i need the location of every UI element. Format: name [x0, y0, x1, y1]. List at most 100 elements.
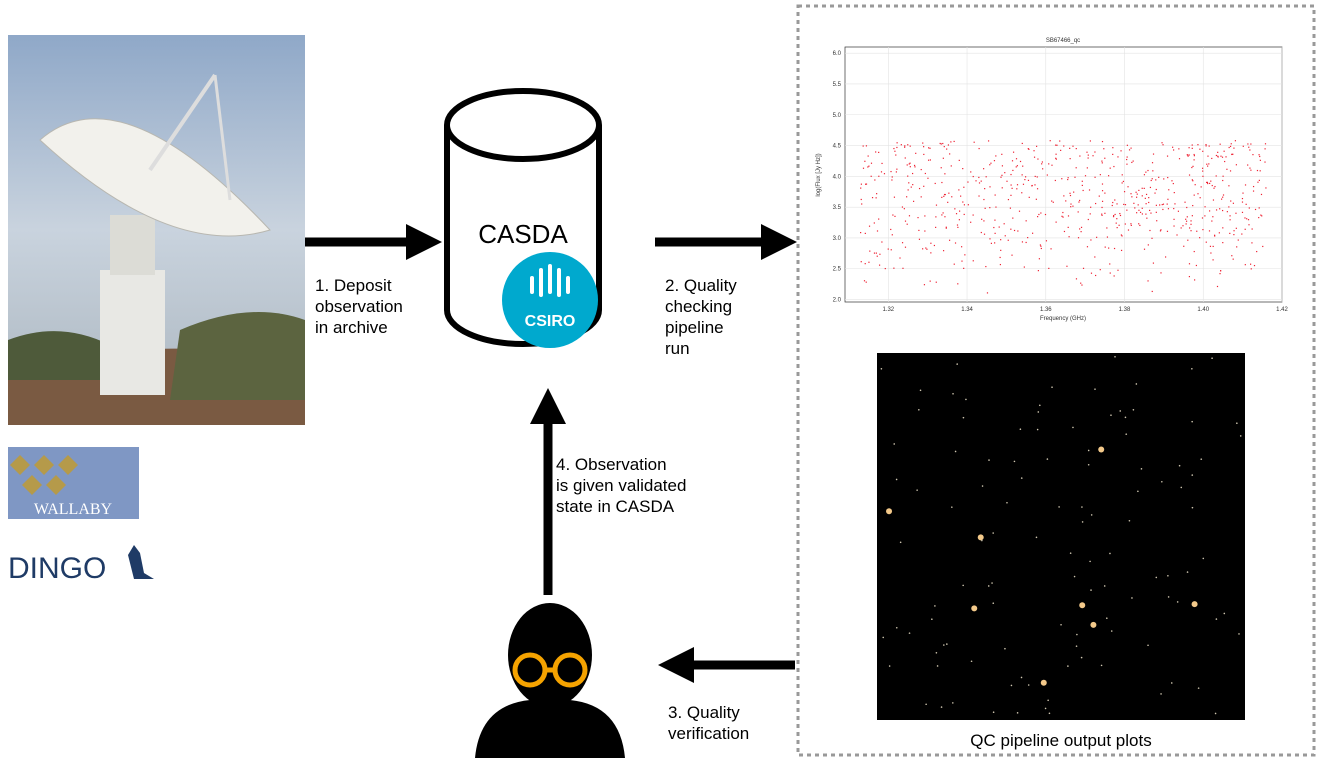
scatter-dot: [986, 176, 987, 177]
scatter-dot: [909, 215, 910, 216]
scatter-dot: [954, 208, 955, 209]
scatter-dot: [1173, 225, 1174, 226]
diagram: WALLABY DINGO CASDA CSIRO 1. Depositobse…: [0, 0, 1317, 758]
source: [1191, 368, 1193, 370]
scatter-dot: [1078, 211, 1079, 212]
scatter-dot: [1222, 176, 1223, 177]
scatter-dot: [1102, 141, 1103, 142]
scatter-dot: [868, 262, 869, 263]
scatter-dot: [1168, 208, 1169, 209]
scatter-dot: [945, 194, 946, 195]
source: [1200, 458, 1202, 460]
scatter-dot: [908, 189, 909, 190]
source: [1125, 433, 1127, 435]
scatter-dot: [1074, 177, 1075, 178]
scatter-dot: [1242, 193, 1243, 194]
source: [1224, 613, 1226, 615]
scatter-dot: [946, 228, 947, 229]
source: [1215, 713, 1217, 715]
x-tick-label: 1.34: [961, 307, 973, 313]
scatter-dot: [949, 153, 950, 154]
scatter-dot: [876, 193, 877, 194]
scatter-dot: [1233, 148, 1234, 149]
source: [955, 451, 957, 453]
scatter-dot: [1112, 205, 1113, 206]
source: [1198, 687, 1200, 689]
source: [931, 618, 933, 620]
scatter-dot: [1152, 178, 1153, 179]
scatter-dot: [1256, 251, 1257, 252]
scatter-dot: [1113, 166, 1114, 167]
scatter-dot: [1024, 179, 1025, 180]
source: [1137, 490, 1139, 492]
scatter-dot: [1167, 204, 1168, 205]
scatter-dot: [1222, 180, 1223, 181]
scatter-dot: [1000, 257, 1001, 258]
scatter-dot: [892, 176, 893, 177]
scatter-dot: [959, 160, 960, 161]
source: [1192, 601, 1198, 607]
scatter-dot: [1201, 186, 1202, 187]
scatter-dot: [1131, 162, 1132, 163]
scatter-dot: [1219, 273, 1220, 274]
scatter-dot: [1055, 154, 1056, 155]
scatter-dot: [1079, 155, 1080, 156]
scatter-dot: [987, 292, 988, 293]
scatter-dot: [1176, 234, 1177, 235]
scatter-dot: [1104, 193, 1105, 194]
dingo-text: DINGO: [8, 552, 106, 585]
scatter-dot: [1167, 199, 1168, 200]
scatter-dot: [907, 144, 908, 145]
scatter-dot: [1061, 178, 1062, 179]
scatter-dot: [1038, 270, 1039, 271]
scatter-dot: [919, 188, 920, 189]
scatter-dot: [1114, 199, 1115, 200]
scatter-dot: [1250, 170, 1251, 171]
scatter-dot: [1055, 180, 1056, 181]
scatter-dot: [1219, 232, 1220, 233]
scatter-dot: [1079, 228, 1080, 229]
scatter-dot: [1173, 149, 1174, 150]
scatter-dot: [861, 261, 862, 262]
scatter-dot: [1010, 229, 1011, 230]
scatter-dot: [1082, 181, 1083, 182]
scatter-dot: [941, 214, 942, 215]
scatter-dot: [1017, 184, 1018, 185]
scatter-dot: [922, 248, 923, 249]
source: [951, 506, 953, 508]
scatter-dot: [861, 184, 862, 185]
scatter-dot: [954, 264, 955, 265]
scatter-dot: [999, 226, 1000, 227]
scatter-dot: [1056, 145, 1057, 146]
scatter-dot: [1036, 146, 1037, 147]
scatter-dot: [946, 148, 947, 149]
scatter-dot: [1016, 158, 1017, 159]
source: [925, 703, 927, 705]
scatter-dot: [1148, 202, 1149, 203]
scatter-dot: [1206, 182, 1207, 183]
scatter-dot: [907, 224, 908, 225]
source: [1041, 680, 1047, 686]
scatter-dot: [1005, 235, 1006, 236]
step-3-label: 3. Qualityverification: [668, 703, 749, 743]
scatter-dot: [1026, 242, 1027, 243]
scatter-dot: [875, 151, 876, 152]
scatter-dot: [1067, 179, 1068, 180]
scatter-dot: [1188, 147, 1189, 148]
source: [882, 637, 884, 639]
scatter-dot: [1013, 152, 1014, 153]
scatter-dot: [944, 173, 945, 174]
scatter-dot: [1000, 264, 1001, 265]
scatter-dot: [1249, 207, 1250, 208]
scatter-dot: [1211, 220, 1212, 221]
scatter-dot: [1041, 163, 1042, 164]
scatter-dot: [866, 282, 867, 283]
scatter-dot: [1090, 207, 1091, 208]
scatter-dot: [1056, 222, 1057, 223]
scatter-dot: [919, 239, 920, 240]
scatter-dot: [1213, 188, 1214, 189]
scatter-dot: [1259, 207, 1260, 208]
scatter-dot: [983, 199, 984, 200]
scatter-dot: [1090, 239, 1091, 240]
scatter-dot: [1217, 286, 1218, 287]
